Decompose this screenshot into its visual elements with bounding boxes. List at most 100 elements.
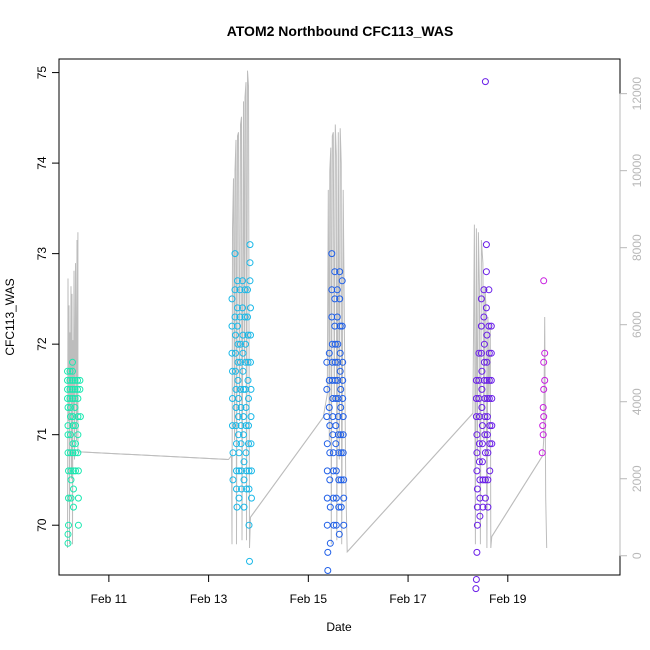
data-point <box>340 494 348 502</box>
data-point <box>239 367 247 375</box>
data-point <box>228 349 236 357</box>
data-point <box>64 530 72 538</box>
data-point <box>484 449 492 457</box>
data-point <box>478 385 486 393</box>
data-point <box>472 413 480 421</box>
data-point <box>74 413 82 421</box>
data-point <box>66 376 74 384</box>
data-point <box>65 521 72 529</box>
data-point <box>339 413 347 421</box>
data-point <box>247 413 255 421</box>
data-point <box>237 422 245 430</box>
data-point <box>334 413 342 421</box>
data-point <box>540 277 548 285</box>
data-point <box>74 494 82 502</box>
data-point <box>67 404 74 411</box>
data-point <box>334 376 342 384</box>
data-point <box>483 431 491 439</box>
data-point <box>484 476 492 484</box>
x-tick-label: Feb 11 <box>91 592 128 606</box>
data-point <box>332 422 340 430</box>
data-point <box>64 385 71 393</box>
data-point <box>234 322 241 330</box>
data-point <box>332 395 340 402</box>
data-point <box>480 313 488 321</box>
data-point <box>473 449 481 457</box>
data-point <box>247 440 255 448</box>
data-point <box>339 449 347 457</box>
data-point <box>472 376 480 384</box>
data-point <box>64 449 72 457</box>
data-point <box>74 449 82 457</box>
data-point <box>240 476 248 484</box>
data-point <box>335 503 343 511</box>
data-point <box>246 557 253 565</box>
data-point <box>232 404 240 411</box>
data-point <box>76 385 84 393</box>
data-point <box>330 521 338 529</box>
data-point <box>235 395 242 402</box>
points-layer <box>64 78 549 593</box>
data-point <box>247 304 254 312</box>
data-point <box>332 467 340 475</box>
data-point <box>485 349 493 357</box>
data-point <box>483 331 491 339</box>
data-point <box>485 286 493 294</box>
x-tick-label: Feb 15 <box>290 592 328 606</box>
data-point <box>481 78 489 86</box>
data-point <box>237 340 244 348</box>
data-point <box>338 277 346 285</box>
data-point <box>74 431 82 439</box>
data-point <box>237 358 244 366</box>
y-tick-label: 72 <box>35 337 49 351</box>
data-point <box>229 476 237 484</box>
data-point <box>231 286 239 294</box>
right-tick-label: 12000 <box>630 77 644 111</box>
data-point <box>473 521 481 529</box>
data-point <box>478 367 486 375</box>
data-point <box>541 376 549 384</box>
altitude-transit-line <box>250 416 324 518</box>
x-tick-label: Feb 19 <box>489 592 527 606</box>
data-point <box>483 395 491 402</box>
data-point <box>324 548 332 556</box>
altitude-transit-line <box>491 455 544 537</box>
data-point <box>248 467 255 475</box>
right-tick-label: 6000 <box>630 311 644 338</box>
data-point <box>72 440 79 448</box>
data-point <box>233 440 240 448</box>
data-point <box>325 349 333 357</box>
data-point <box>340 521 348 529</box>
data-point <box>235 413 242 421</box>
data-point <box>246 277 254 285</box>
data-point <box>478 422 486 430</box>
data-point <box>238 485 245 493</box>
data-point <box>329 467 337 475</box>
data-point <box>332 521 340 529</box>
data-point <box>484 503 492 511</box>
data-point <box>478 458 486 466</box>
data-point <box>481 395 489 402</box>
data-point <box>478 404 486 411</box>
data-point <box>231 250 239 258</box>
data-point <box>334 358 342 366</box>
data-point <box>234 304 241 312</box>
data-point <box>233 503 241 511</box>
data-point <box>538 449 546 457</box>
data-point <box>76 413 84 421</box>
data-point <box>237 385 244 393</box>
data-point <box>334 340 342 348</box>
data-point <box>65 494 72 502</box>
data-point <box>539 404 547 411</box>
data-point <box>337 404 345 411</box>
data-point <box>326 539 334 547</box>
data-point <box>245 485 253 493</box>
data-point <box>64 422 72 430</box>
data-point <box>245 422 252 430</box>
data-point <box>540 358 548 366</box>
data-point <box>337 385 345 393</box>
data-point <box>323 467 331 475</box>
data-point <box>239 277 246 285</box>
data-point <box>477 295 485 303</box>
